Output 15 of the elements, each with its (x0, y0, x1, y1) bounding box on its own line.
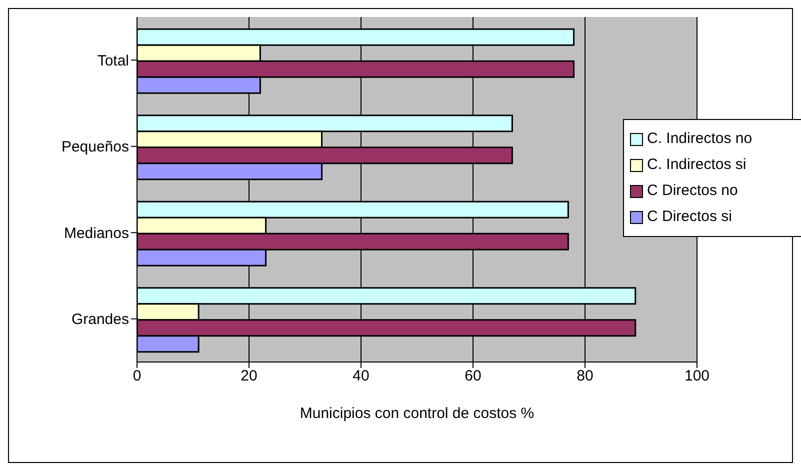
legend-label: C. Indirectos si (647, 155, 746, 175)
y-tick-label: Medianos (64, 224, 129, 242)
legend-label: C. Indirectos no (647, 129, 752, 149)
y-tick-label: Total (97, 52, 129, 70)
x-axis-title: Municipios con control de costos % (300, 405, 534, 422)
x-tick-label: 60 (464, 368, 482, 385)
x-tick-label: 100 (684, 368, 710, 385)
x-tick-label: 20 (240, 368, 258, 385)
y-tick-label: Grandes (71, 311, 129, 328)
x-tick-label: 0 (132, 368, 142, 385)
x-tick-label: 80 (576, 368, 594, 385)
legend-label: C Directos si (647, 207, 732, 227)
y-tick-label: Pequeños (61, 138, 129, 156)
legend-label: C Directos no (647, 181, 738, 201)
x-tick-label: 40 (352, 368, 370, 385)
